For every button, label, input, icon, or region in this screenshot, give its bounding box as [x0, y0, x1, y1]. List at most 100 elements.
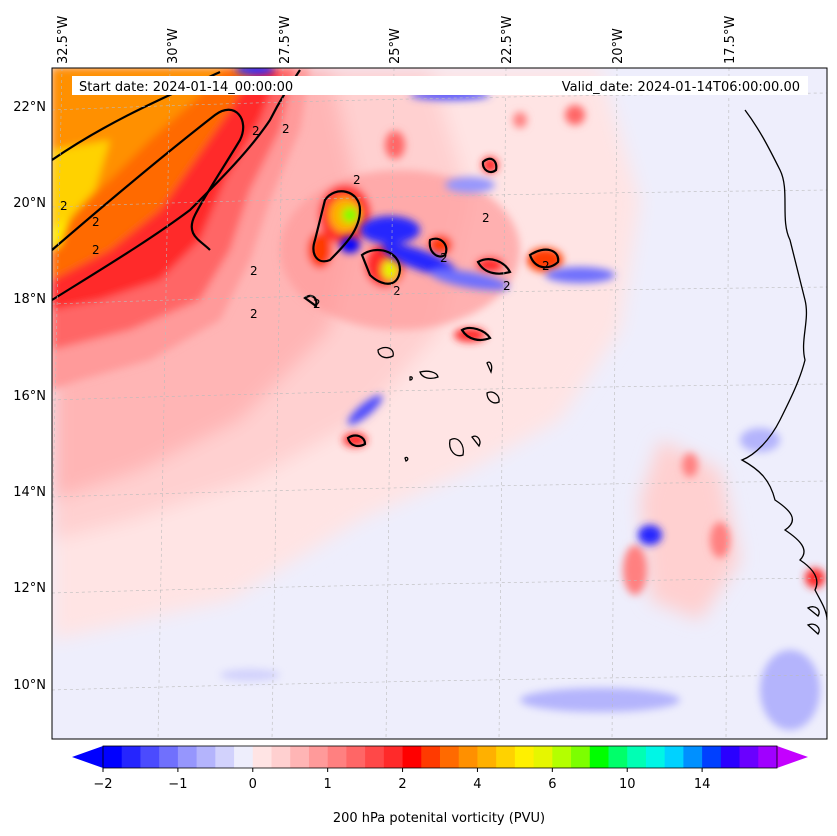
colorbar-tick-label: −2: [93, 777, 112, 792]
contour-labels: 2 2 2 2 2 2 2 2 2 2 2 2 2 2: [60, 122, 550, 321]
lat-label: 22°N: [13, 100, 46, 115]
contour-line: [346, 434, 367, 448]
contour-label: 2: [440, 251, 448, 265]
contour-label: 2: [282, 122, 290, 136]
colorbar-tick-label: 0: [249, 777, 257, 792]
contour-line: [460, 326, 492, 341]
contour-label: 2: [252, 124, 260, 138]
colorbar-segment: [440, 746, 460, 768]
contour-line: [428, 237, 448, 258]
lon-label: 20°W: [611, 28, 626, 64]
contour-line: [312, 190, 362, 263]
contour-label: 2: [542, 259, 550, 273]
cape-verde-island: [449, 438, 464, 457]
pv-jet-band: [52, 68, 310, 390]
cape-verde-island: [486, 391, 500, 404]
colorbar-segment: [365, 746, 385, 768]
lon-label: 22.5°W: [500, 16, 515, 64]
contour-line: [528, 248, 560, 269]
cape-verde-island: [409, 376, 413, 381]
cape-verde-island: [471, 435, 481, 448]
colorbar-over-arrow: [777, 746, 808, 768]
contour-label: 2: [482, 211, 490, 225]
colorbar-segment: [215, 746, 235, 768]
contour-label: 2: [250, 264, 258, 278]
cape-verde-island: [486, 361, 493, 374]
colorbar-segment: [290, 746, 310, 768]
cape-verde-island: [377, 346, 394, 359]
lon-label: 30°W: [166, 28, 181, 64]
colorbar-segment: [383, 746, 404, 768]
colorbar-segment: [327, 746, 347, 768]
lon-label: 27.5°W: [278, 16, 293, 64]
colorbar-segment: [271, 746, 291, 768]
colorbar-segment: [758, 746, 778, 768]
colorbar-segment: [571, 746, 591, 768]
start-date-label: Start date: 2024-01-14_00:00:00: [79, 80, 293, 95]
colorbar-tick-label: 1: [324, 777, 332, 792]
colorbar-segment: [252, 746, 272, 768]
lat-label: 18°N: [13, 292, 46, 307]
lat-label: 10°N: [13, 678, 46, 693]
colorbar-segment: [140, 746, 160, 768]
lat-label: 16°N: [13, 389, 46, 404]
contour-line: [52, 69, 301, 301]
coast-island: [806, 623, 820, 635]
colorbar-segment: [196, 746, 216, 768]
colorbar-segment: [477, 746, 497, 768]
africa-coastline: [740, 109, 827, 621]
header-box: [72, 76, 808, 95]
cape-verde-island: [404, 456, 409, 462]
contour-label: 2: [393, 284, 401, 298]
colorbar-segment: [402, 746, 422, 768]
colorbar-segment: [103, 746, 123, 768]
colorbar: −2 −1 0 1 2 4 6 10 14 200 hPa potenital vorticit…: [72, 745, 808, 826]
colorbar-segment: [514, 746, 535, 768]
colorbar-segment: [589, 746, 609, 768]
map-gridlines: [52, 68, 827, 739]
colorbar-title: 200 hPa potenital vorticity (PVU): [333, 811, 545, 826]
colorbar-segment: [121, 746, 141, 768]
colorbar-segments: [103, 746, 778, 768]
contour-label: 2: [92, 215, 100, 229]
map-frame: [51, 67, 828, 740]
colorbar-tick-label: −1: [168, 777, 187, 792]
colorbar-segment: [627, 746, 647, 768]
latitude-labels: 22°N 20°N 18°N 16°N 14°N 12°N 10°N: [13, 100, 46, 693]
colorbar-segment: [533, 746, 553, 768]
colorbar-segment: [458, 746, 478, 768]
lat-label: 12°N: [13, 581, 46, 596]
colorbar-segment: [645, 746, 666, 768]
colorbar-tick-label: 14: [694, 777, 711, 792]
colorbar-tick-label: 6: [548, 777, 556, 792]
colorbar-tick-label: 2: [398, 777, 406, 792]
contour-line: [481, 157, 498, 174]
colorbar-frame: [102, 745, 778, 769]
lat-label: 14°N: [13, 485, 46, 500]
contour-line: [476, 258, 512, 275]
colorbar-segment: [234, 746, 254, 768]
colorbar-tick-label: 4: [473, 777, 481, 792]
contour-label: 2: [92, 243, 100, 257]
lon-label: 17.5°W: [723, 16, 738, 64]
colorbar-segment: [159, 746, 179, 768]
contour-label: 2: [503, 279, 511, 293]
colorbar-segment: [683, 746, 703, 768]
colorbar-tick-label: 10: [619, 777, 636, 792]
valid-date-label: Valid_date: 2024-01-14T06:00:00.00: [562, 80, 800, 95]
colorbar-segment: [608, 746, 628, 768]
coast-island: [806, 606, 820, 617]
cape-verde-island: [419, 370, 439, 379]
contour-line: [52, 108, 245, 251]
contour-line: [360, 248, 402, 285]
pv-negative-regions: [220, 68, 820, 730]
contour-label: 2: [250, 307, 258, 321]
colorbar-segment: [346, 746, 366, 768]
colorbar-segment: [177, 746, 198, 768]
contour-line: [303, 294, 318, 308]
colorbar-under-arrow: [72, 746, 103, 768]
lat-label: 20°N: [13, 196, 46, 211]
coastlines: [377, 109, 827, 635]
colorbar-segment: [702, 746, 722, 768]
colorbar-segment: [552, 746, 572, 768]
